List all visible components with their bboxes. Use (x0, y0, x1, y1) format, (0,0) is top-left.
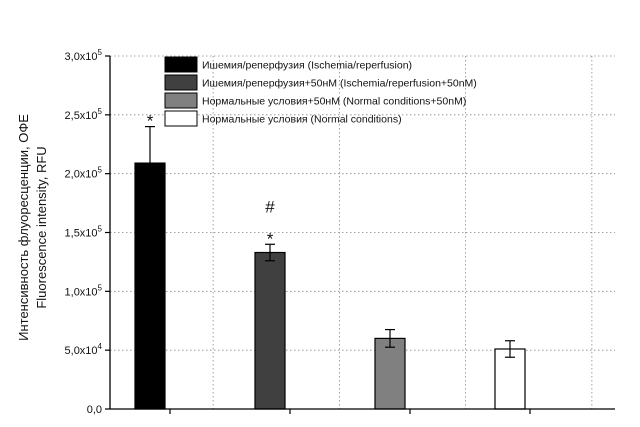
legend-label: Нормальные условия (Normal conditions) (202, 114, 402, 126)
y-tick-label: 1,5x105 (65, 225, 103, 240)
y-tick-label: 5,0x104 (65, 342, 103, 357)
significance-marker: * (147, 112, 154, 131)
legend-swatch (164, 92, 198, 109)
significance-marker: # (265, 197, 275, 216)
bar (254, 251, 286, 410)
y-tick-label: 2,0x105 (65, 166, 103, 181)
legend-label: Ишемия/реперфузия (Ischemia/reperfusion) (202, 60, 412, 72)
gridlines (110, 55, 615, 409)
axes (109, 56, 615, 414)
y-tick-label: 2,5x105 (65, 107, 103, 122)
y-tick-label: 1,0x105 (65, 283, 103, 298)
bar (374, 337, 406, 410)
significance-marker: * (267, 229, 274, 248)
legend-label: Ишемия/реперфузия+50нМ (Ischemia/reperfu… (202, 78, 477, 90)
legend-swatch (164, 74, 198, 91)
y-axis-label-line: Интенсивность флуоресценции, ОФЕ (16, 114, 31, 341)
bars: * * # (134, 112, 526, 410)
legend-label: Нормальные условия+50нМ (Normal conditio… (202, 96, 466, 108)
y-axis-label: Интенсивность флуоресценции, ОФЕ Fluoresc… (16, 114, 49, 341)
bar (494, 348, 526, 410)
legend: Ишемия/реперфузия (Ischemia/reperfusion)… (164, 56, 477, 127)
y-tick-label: 0,0 (87, 404, 102, 416)
legend-swatch (164, 56, 198, 73)
y-axis-ticks: 0,0 5,0x104 1,0x105 1,5x105 2,0x105 2,5x105 3,… (65, 48, 110, 416)
y-axis-label-line: Fluorescence intensity, RFU (34, 146, 49, 308)
legend-swatch (164, 110, 198, 127)
y-tick-label: 3,0x105 (65, 48, 103, 63)
